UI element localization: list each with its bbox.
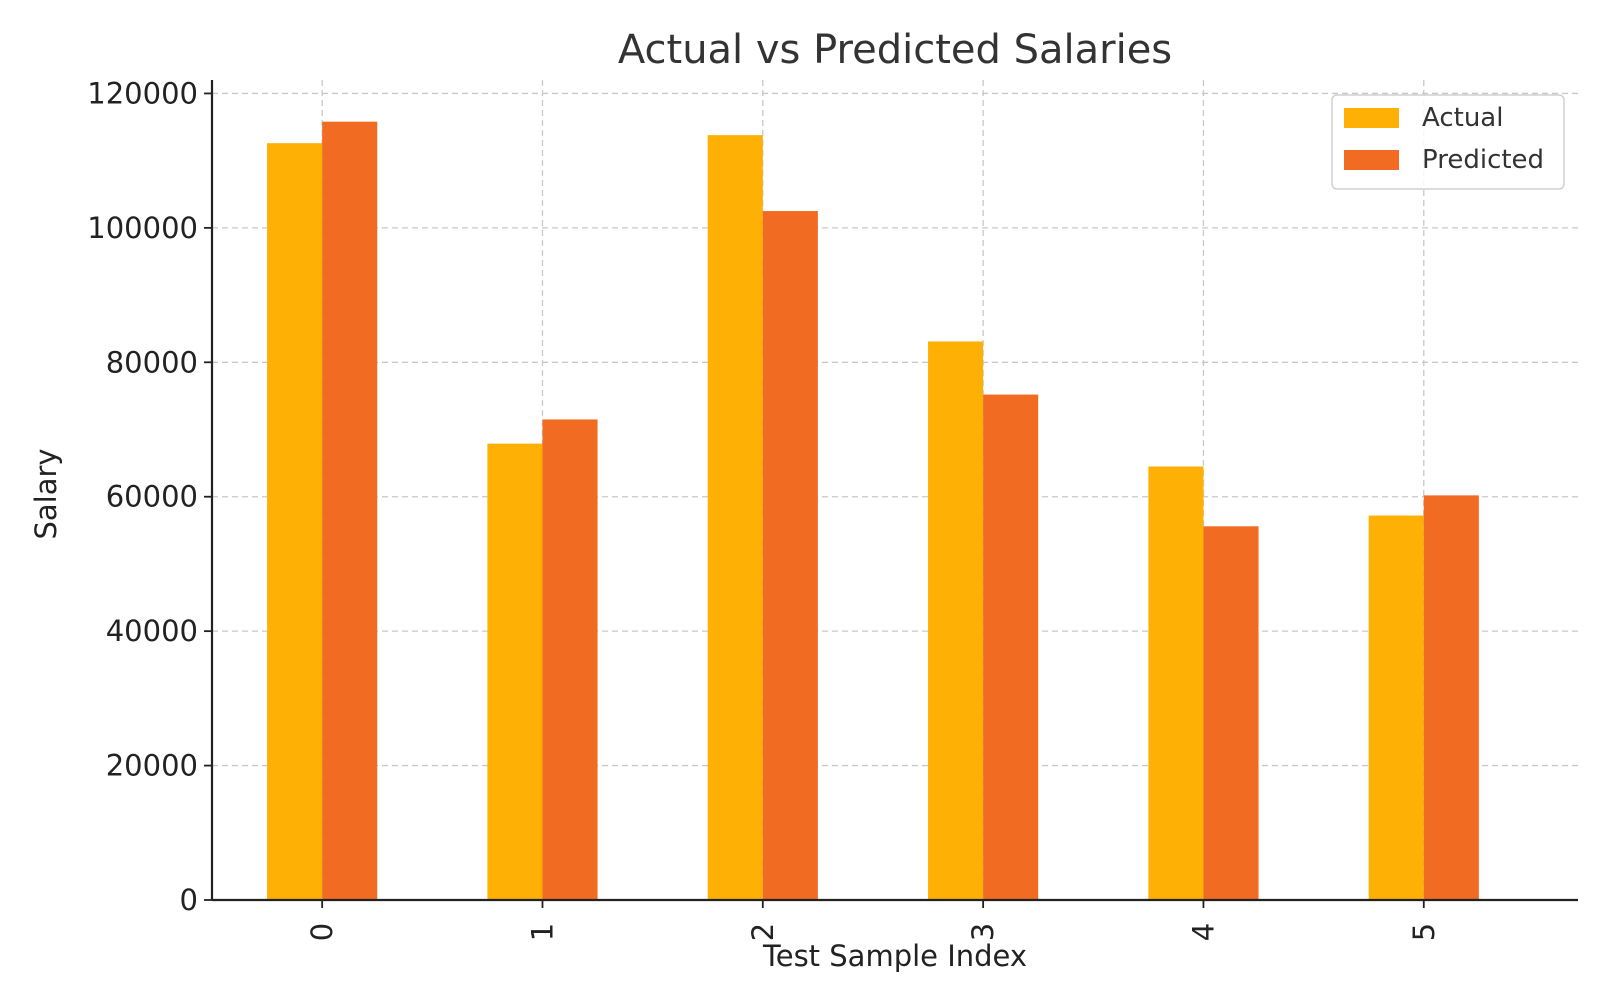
bar-actual-3 bbox=[928, 341, 984, 901]
y-tick-label: 40000 bbox=[106, 614, 198, 648]
bar-actual-4 bbox=[1148, 466, 1204, 900]
y-tick-label: 80000 bbox=[106, 345, 198, 379]
y-tick-label: 100000 bbox=[87, 211, 198, 245]
x-tick-label: 4 bbox=[1186, 923, 1220, 941]
legend: Actual Predicted bbox=[1331, 94, 1565, 190]
x-tick-label: 0 bbox=[305, 923, 339, 941]
bar-predicted-3 bbox=[983, 394, 1039, 900]
x-tick-label: 3 bbox=[966, 923, 1000, 941]
x-tick-label: 2 bbox=[746, 923, 780, 941]
bar-actual-2 bbox=[707, 135, 763, 901]
bar-predicted-1 bbox=[542, 419, 598, 900]
bar-actual-5 bbox=[1368, 515, 1424, 900]
axes bbox=[210, 80, 1578, 902]
bar-actual-1 bbox=[487, 443, 543, 900]
chart-title: Actual vs Predicted Salaries bbox=[618, 27, 1172, 73]
y-axis-label: Salary bbox=[29, 448, 63, 539]
x-tick-label: 1 bbox=[525, 923, 559, 941]
bar-predicted-4 bbox=[1203, 526, 1259, 900]
legend-label-predicted: Predicted bbox=[1422, 145, 1544, 175]
y-tick-label: 120000 bbox=[87, 76, 198, 110]
y-tick-label: 0 bbox=[180, 883, 198, 917]
bar-predicted-5 bbox=[1423, 495, 1479, 900]
y-tick-label: 20000 bbox=[106, 749, 198, 783]
legend-label-actual: Actual bbox=[1422, 103, 1503, 133]
y-tick-label: 60000 bbox=[106, 480, 198, 514]
bar-predicted-0 bbox=[322, 121, 378, 901]
x-tick-label: 5 bbox=[1407, 923, 1441, 941]
bars bbox=[267, 121, 1479, 901]
bar-predicted-2 bbox=[762, 211, 818, 901]
legend-swatch-predicted bbox=[1344, 150, 1399, 170]
bar-actual-0 bbox=[267, 143, 323, 901]
x-axis-ticks: 0 1 2 3 4 5 bbox=[305, 900, 1441, 941]
x-axis-label: Test Sample Index bbox=[762, 939, 1027, 973]
legend-swatch-actual bbox=[1344, 108, 1399, 128]
y-axis-ticks: 0 20000 40000 60000 80000 100000 120000 bbox=[87, 76, 212, 917]
